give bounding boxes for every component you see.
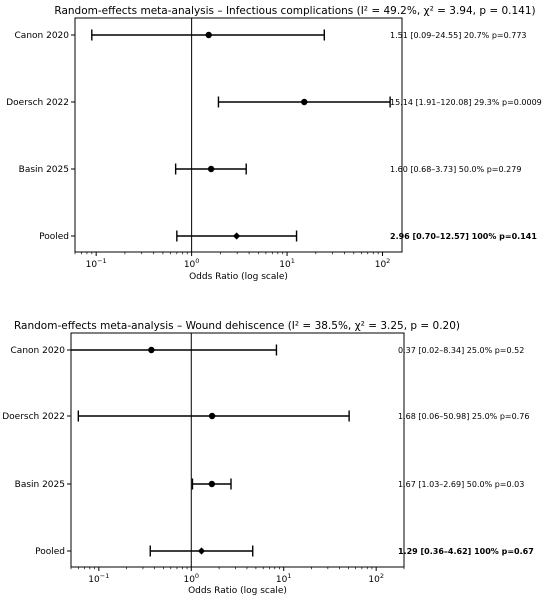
point-estimate (207, 165, 215, 173)
point-estimate (148, 346, 155, 354)
row-label: Canon 2020 (11, 346, 66, 356)
x-tick-label: 10−1 (88, 572, 109, 585)
row-annotation: 1.60 [0.68–3.73] 50.0% p=0.279 (390, 165, 521, 174)
row-annotation: 15.14 [1.91–120.08] 29.3% p=0.0009 (390, 98, 542, 107)
point-estimate (301, 98, 308, 106)
x-tick-label: 101 (276, 572, 292, 585)
chart-title: Random-effects meta-analysis – Infectiou… (54, 5, 535, 17)
row-label: Doersch 2022 (2, 412, 65, 422)
x-axis-label: Odds Ratio (log scale) (189, 272, 288, 282)
x-axis-label: Odds Ratio (log scale) (188, 586, 287, 596)
plot-frame (70, 332, 405, 568)
row-annotation: 1.67 [1.03–2.69] 50.0% p=0.03 (398, 480, 524, 489)
pooled-estimate-diamond (197, 547, 206, 555)
row-label: Canon 2020 (15, 31, 70, 41)
row-label: Pooled (39, 232, 69, 242)
pooled-row: Pooled 1.29 [0.36–4.62] 100% p=0.67 (35, 545, 534, 557)
study-row: Doersch 2022 15.14 [1.91–120.08] 29.3% p=… (6, 96, 542, 108)
forest-panel-1: Random-effects meta-analysis – Infectiou… (6, 5, 542, 282)
pooled-estimate-diamond (233, 232, 241, 240)
study-row: Canon 2020 0.37 [0.02–8.34] 25.0% p=0.52 (11, 344, 524, 356)
point-estimate (205, 31, 212, 39)
row-annotation: 0.37 [0.02–8.34] 25.0% p=0.52 (398, 346, 524, 355)
forest-panel-2: Random-effects meta-analysis – Wound deh… (2, 320, 534, 596)
pooled-row: Pooled 2.96 [0.70–12.57] 100% p=0.141 (39, 230, 537, 242)
row-label: Doersch 2022 (6, 98, 69, 108)
row-label: Basin 2025 (15, 480, 65, 490)
study-row: Basin 2025 1.67 [1.03–2.69] 50.0% p=0.03 (15, 478, 524, 490)
study-row: Doersch 2022 1.68 [0.06–50.98] 25.0% p=0.… (2, 410, 529, 422)
x-tick-label: 100 (183, 572, 199, 585)
row-annotation: 2.96 [0.70–12.57] 100% p=0.141 (390, 232, 537, 241)
row-annotation: 1.68 [0.06–50.98] 25.0% p=0.76 (398, 412, 529, 421)
row-label: Pooled (35, 547, 65, 557)
chart-title: Random-effects meta-analysis – Wound deh… (14, 320, 460, 332)
study-row: Canon 2020 1.51 [0.09–24.55] 20.7% p=0.77… (15, 29, 527, 41)
x-tick-label: 101 (279, 257, 295, 270)
study-row: Basin 2025 1.60 [0.68–3.73] 50.0% p=0.279 (19, 163, 521, 175)
plot-frame (74, 17, 403, 253)
x-tick-label: 100 (184, 257, 200, 270)
x-tick-label: 102 (368, 572, 384, 585)
x-tick-label: 10−1 (86, 257, 107, 270)
point-estimate (208, 480, 216, 488)
row-annotation: 1.51 [0.09–24.55] 20.7% p=0.773 (390, 31, 527, 40)
row-annotation: 1.29 [0.36–4.62] 100% p=0.67 (398, 547, 534, 556)
row-label: Basin 2025 (19, 165, 69, 175)
point-estimate (208, 412, 216, 420)
x-tick-label: 102 (375, 257, 391, 270)
